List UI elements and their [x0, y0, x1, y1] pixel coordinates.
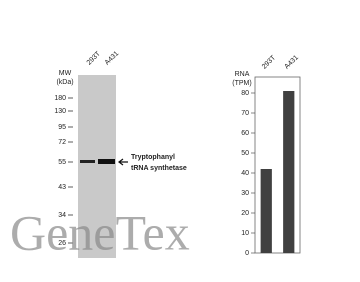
marker-label: 72 [58, 139, 66, 146]
y-tick-label: 60 [241, 130, 249, 137]
watermark: GeneTex [10, 204, 190, 260]
mw-label: MW [59, 70, 72, 77]
bar [283, 91, 294, 253]
mw-label: (kDa) [56, 79, 73, 86]
bar [261, 169, 272, 253]
y-axis-label: RNA [235, 71, 250, 78]
marker-label: 130 [54, 108, 66, 115]
marker-label: 95 [58, 124, 66, 131]
y-tick-label: 0 [245, 250, 249, 257]
y-tick-label: 10 [241, 230, 249, 237]
y-axis-label: (TPM) [232, 80, 251, 87]
y-tick-label: 80 [241, 90, 249, 97]
marker-label: 55 [58, 159, 66, 166]
marker-label: 43 [58, 184, 66, 191]
band [98, 159, 115, 164]
y-tick-label: 20 [241, 210, 249, 217]
band [80, 160, 95, 163]
target-label: Tryptophanyl [131, 154, 175, 161]
figure: MW (kDa) Tryptophanyl tRNA synthetase RN… [0, 0, 360, 277]
marker-label: 180 [54, 95, 66, 102]
y-tick-label: 50 [241, 150, 249, 157]
y-tick-label: 70 [241, 110, 249, 117]
target-label: tRNA synthetase [131, 165, 187, 172]
y-tick-label: 30 [241, 190, 249, 197]
y-tick-label: 40 [241, 170, 249, 177]
